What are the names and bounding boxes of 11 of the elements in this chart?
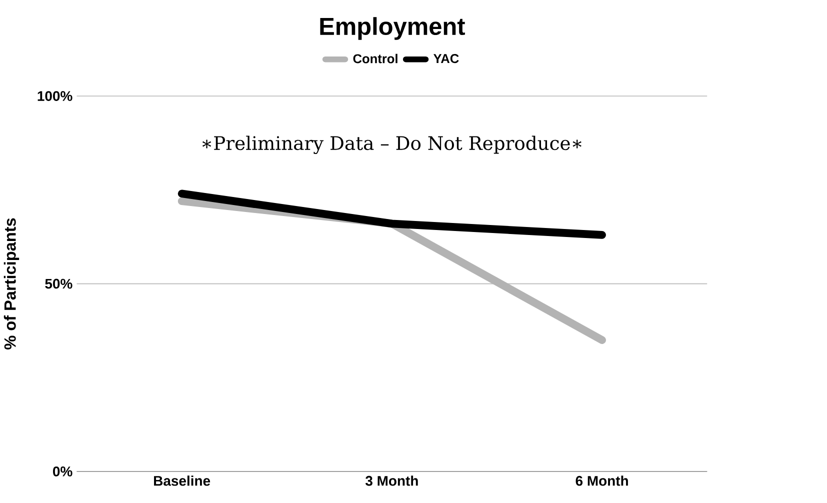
y-tick-label: 50%	[45, 278, 72, 289]
y-tick-label: 0%	[53, 466, 72, 476]
x-tick-label: 3 Month	[366, 476, 418, 486]
x-tick-label: 6 Month	[576, 476, 628, 486]
y-tick-label: 100%	[38, 91, 72, 102]
chart-title: Employment	[320, 17, 465, 40]
annotation: ∗Preliminary Data – Do Not Reproduce∗	[202, 136, 582, 154]
legend-label: Control	[353, 54, 398, 64]
y-axis-title: % of Participants	[4, 218, 20, 350]
x-tick-label: Baseline	[154, 476, 210, 486]
legend-label: YAC	[433, 54, 459, 64]
